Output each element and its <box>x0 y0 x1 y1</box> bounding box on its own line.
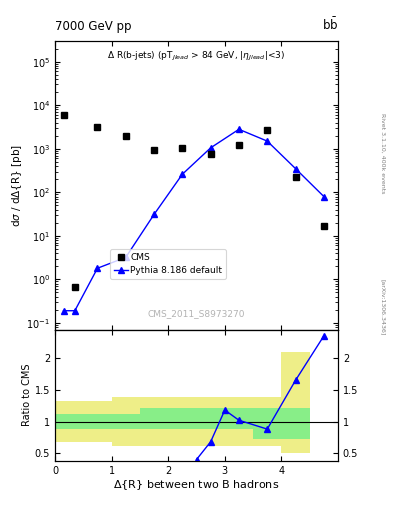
Text: $\Delta$ R(b-jets) (pT$_{Jlead}$ > 84 GeV, $|\eta_{Jlead}|$<3): $\Delta$ R(b-jets) (pT$_{Jlead}$ > 84 Ge… <box>107 50 286 62</box>
Text: [arXiv:1306.3436]: [arXiv:1306.3436] <box>381 279 386 335</box>
Text: CMS_2011_S8973270: CMS_2011_S8973270 <box>148 309 245 318</box>
CMS <box>152 146 156 153</box>
CMS <box>123 133 128 139</box>
X-axis label: $\Delta${R} between two B hadrons: $\Delta${R} between two B hadrons <box>113 478 280 492</box>
Text: 7000 GeV pp: 7000 GeV pp <box>55 20 132 33</box>
Legend: CMS, Pythia 8.186 default: CMS, Pythia 8.186 default <box>110 249 226 279</box>
Text: Rivet 3.1.10, 400k events: Rivet 3.1.10, 400k events <box>381 113 386 194</box>
Y-axis label: Ratio to CMS: Ratio to CMS <box>22 364 32 426</box>
CMS <box>237 141 241 147</box>
CMS <box>95 124 100 130</box>
CMS <box>293 174 298 180</box>
CMS <box>72 284 77 290</box>
CMS <box>265 127 270 133</box>
CMS <box>208 151 213 157</box>
Y-axis label: d$\sigma$ / d$\Delta${R} [pb]: d$\sigma$ / d$\Delta${R} [pb] <box>9 144 24 227</box>
CMS <box>321 223 326 229</box>
CMS <box>180 145 185 151</box>
CMS <box>61 112 66 118</box>
Line: CMS: CMS <box>61 112 327 291</box>
Text: b$\bar{\rm b}$: b$\bar{\rm b}$ <box>321 17 338 33</box>
